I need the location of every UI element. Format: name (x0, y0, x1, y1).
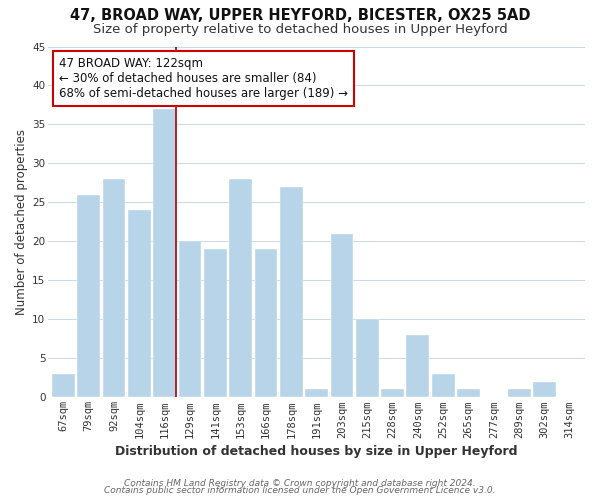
Bar (508, 390, 530, 398)
Text: Contains HM Land Registry data © Crown copyright and database right 2024.: Contains HM Land Registry data © Crown c… (124, 478, 476, 488)
Text: Contains public sector information licensed under the Open Government Licence v3: Contains public sector information licen… (104, 486, 496, 495)
Bar (356, 320, 379, 398)
Bar (128, 210, 151, 398)
Bar (280, 187, 302, 398)
Text: 47, BROAD WAY, UPPER HEYFORD, BICESTER, OX25 5AD: 47, BROAD WAY, UPPER HEYFORD, BICESTER, … (70, 8, 530, 22)
Bar (77, 194, 100, 398)
Bar (153, 109, 176, 398)
Bar (254, 249, 277, 398)
X-axis label: Distribution of detached houses by size in Upper Heyford: Distribution of detached houses by size … (115, 444, 518, 458)
Bar (204, 249, 227, 398)
Bar (457, 390, 480, 398)
Bar (52, 374, 75, 398)
Bar (305, 390, 328, 398)
Bar (331, 234, 353, 398)
Bar (432, 374, 455, 398)
Bar (103, 179, 125, 398)
Text: Size of property relative to detached houses in Upper Heyford: Size of property relative to detached ho… (92, 22, 508, 36)
Bar (406, 335, 429, 398)
Bar (533, 382, 556, 398)
Bar (381, 390, 404, 398)
Bar (179, 242, 202, 398)
Y-axis label: Number of detached properties: Number of detached properties (15, 129, 28, 315)
Bar (229, 179, 252, 398)
Text: 47 BROAD WAY: 122sqm
← 30% of detached houses are smaller (84)
68% of semi-detac: 47 BROAD WAY: 122sqm ← 30% of detached h… (59, 57, 348, 100)
